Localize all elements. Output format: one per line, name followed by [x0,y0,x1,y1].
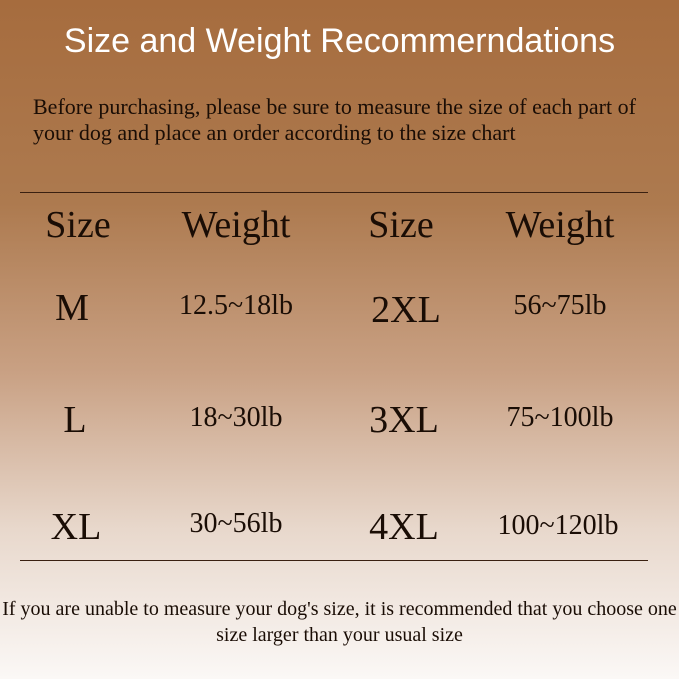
size-cell: L [63,399,87,441]
size-cell: 3XL [369,399,439,441]
weight-cell: 12.5~18lb [179,290,293,321]
size-cell: 2XL [371,289,441,331]
header-size-right: Size [368,204,434,246]
header-weight-right: Weight [505,204,615,246]
header-weight-left: Weight [181,204,291,246]
size-cell: M [55,287,89,329]
size-cell: XL [50,506,102,548]
size-cell: 4XL [369,506,439,548]
page-title: Size and Weight Recommerndations [63,22,616,60]
top-divider [20,192,648,193]
bottom-divider [20,560,648,561]
weight-cell: 18~30lb [189,402,283,433]
weight-cell: 56~75lb [513,290,607,321]
weight-cell: 75~100lb [506,402,614,433]
weight-cell: 30~56lb [189,508,283,539]
footer-note: If you are unable to measure your dog's … [2,598,677,646]
intro-text: Before purchasing, please be sure to mea… [33,94,636,145]
weight-cell: 100~120lb [497,510,619,541]
header-size-left: Size [45,204,111,246]
